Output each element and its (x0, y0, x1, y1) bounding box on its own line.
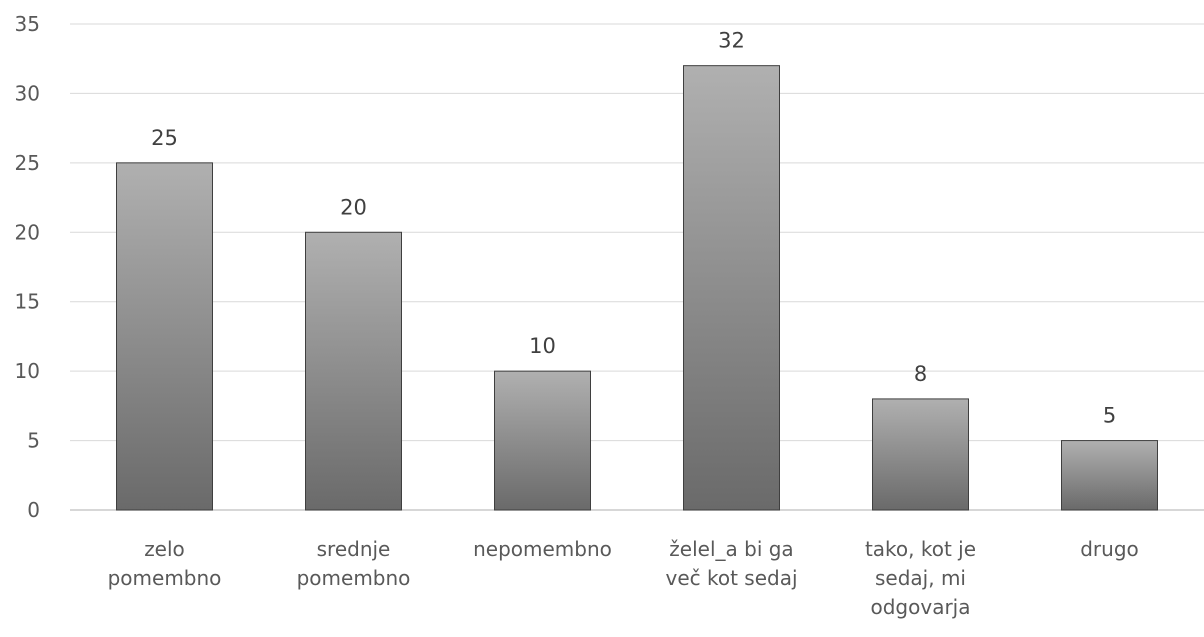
bar (1061, 440, 1158, 511)
category-label-line: pomembno (297, 566, 411, 590)
category-labels: zelo pomembno srednje pomembno nepomembno žel… (108, 537, 1139, 619)
category-label-line: drugo (1080, 537, 1139, 561)
y-tick-label: 5 (27, 429, 40, 453)
category-label: drugo (1080, 537, 1139, 561)
y-tick-label: 35 (15, 12, 40, 36)
category-label: zelo pomembno (108, 537, 222, 590)
bar (116, 162, 213, 511)
data-labels: 25 20 10 32 8 5 (151, 29, 1116, 428)
y-tick-label: 0 (27, 498, 40, 522)
y-tick-label: 15 (15, 290, 40, 314)
bar (683, 65, 780, 511)
bar (305, 231, 402, 511)
category-label-line: nepomembno (473, 537, 612, 561)
category-label-line: srednje (317, 537, 391, 561)
data-label: 20 (340, 195, 367, 219)
category-label-line: tako, kot je (865, 537, 976, 561)
category-label-line: želel_a bi ga (669, 537, 793, 561)
y-axis-ticks: 0 5 10 15 20 25 30 35 (15, 12, 40, 522)
category-label-line: več kot sedaj (665, 566, 797, 590)
category-label: nepomembno (473, 537, 612, 561)
y-tick-label: 20 (15, 220, 40, 244)
y-tick-label: 25 (15, 151, 40, 175)
data-label: 8 (914, 362, 927, 386)
category-label: srednje pomembno (297, 537, 411, 590)
bar (494, 370, 591, 511)
category-label: želel_a bi ga več kot sedaj (665, 537, 797, 590)
data-label: 32 (718, 29, 745, 53)
category-label-line: sedaj, mi (875, 566, 966, 590)
category-label: tako, kot je sedaj, mi odgovarja (865, 537, 976, 619)
bar (872, 398, 969, 511)
data-label: 25 (151, 126, 178, 150)
y-tick-label: 30 (15, 81, 40, 105)
gridlines (70, 23, 1204, 511)
y-tick-label: 10 (15, 359, 40, 383)
data-label: 5 (1103, 404, 1116, 428)
data-label: 10 (529, 334, 556, 358)
category-label-line: pomembno (108, 566, 222, 590)
bars (116, 65, 1158, 511)
category-label-line: odgovarja (871, 595, 971, 619)
category-label-line: zelo (144, 537, 185, 561)
